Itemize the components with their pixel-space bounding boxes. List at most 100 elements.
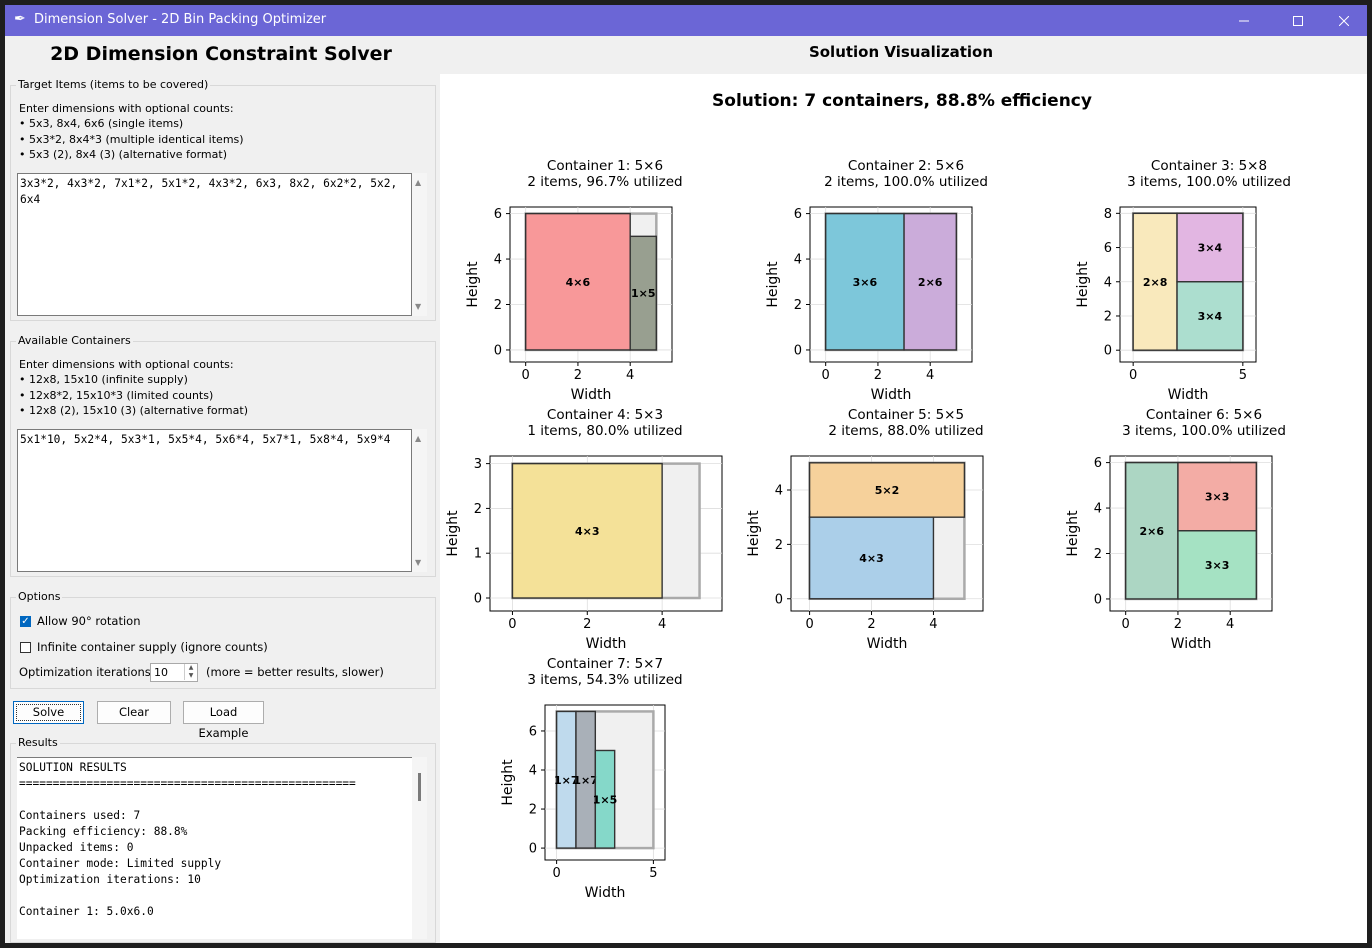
solution-figure: Solution: 7 containers, 88.8% efficiency… (445, 91, 1291, 901)
options-group (10, 597, 436, 689)
y-tick-label: 2 (1104, 309, 1112, 324)
app-heading: 2D Dimension Constraint Solver (50, 43, 392, 65)
y-tick-label: 4 (1094, 502, 1102, 517)
x-tick-label: 0 (1129, 368, 1137, 383)
iterations-spinbox[interactable]: 10 ▲ ▼ (150, 663, 198, 682)
y-axis-label: Height (746, 510, 762, 557)
visualization-canvas: Solution: 7 containers, 88.8% efficiency… (440, 74, 1367, 943)
y-tick-label: 0 (529, 842, 537, 857)
target-items-scrollbar[interactable]: ▲ ▼ (412, 173, 427, 316)
scroll-down-icon[interactable]: ▼ (415, 302, 422, 311)
y-axis-label: Height (445, 510, 461, 557)
window-title: Dimension Solver - 2D Bin Packing Optimi… (34, 12, 327, 27)
x-tick-label: 5 (649, 866, 657, 881)
container-title: Container 5: 5×5 (848, 407, 964, 423)
app-window: ✒ Dimension Solver - 2D Bin Packing Opti… (5, 5, 1367, 943)
packed-item (1177, 461, 1258, 532)
target-items-input[interactable]: 3x3*2, 4x3*2, 7x1*2, 5x1*2, 4x3*2, 6x3, … (17, 173, 412, 316)
containers-group (10, 341, 436, 577)
containers-hint: Enter dimensions with optional counts: •… (19, 358, 248, 417)
y-tick-label: 2 (474, 502, 482, 517)
item-label: 3×4 (1198, 310, 1223, 323)
minimize-button[interactable] (1221, 5, 1267, 36)
scroll-down-icon[interactable]: ▼ (415, 558, 422, 567)
y-axis-label: Height (500, 759, 516, 806)
y-tick-label: 0 (494, 343, 502, 358)
containers-input[interactable]: 5x1*10, 5x2*4, 5x3*1, 5x5*4, 5x6*4, 5x7*… (17, 429, 412, 572)
iterations-label: Optimization iterations: (19, 665, 155, 679)
rotation-label: Allow 90° rotation (37, 614, 141, 628)
y-tick-label: 2 (794, 298, 802, 313)
x-axis-label: Width (871, 387, 912, 403)
x-tick-label: 4 (658, 617, 666, 632)
y-axis-label: Height (1075, 261, 1091, 308)
y-tick-label: 3 (474, 457, 482, 472)
y-axis-label: Height (765, 261, 781, 308)
y-tick-label: 6 (794, 207, 802, 222)
spin-down-icon[interactable]: ▼ (184, 672, 197, 680)
clear-button[interactable]: Clear (97, 701, 171, 724)
containers-scrollbar[interactable]: ▲ ▼ (412, 429, 427, 572)
x-tick-label: 0 (552, 866, 560, 881)
y-tick-label: 6 (494, 207, 502, 222)
y-tick-label: 0 (1104, 344, 1112, 359)
load-example-button[interactable]: Load Example (183, 701, 264, 740)
scroll-up-icon[interactable]: ▲ (415, 178, 422, 187)
maximize-button[interactable] (1275, 5, 1321, 36)
scroll-thumb[interactable] (418, 773, 421, 801)
scroll-up-icon[interactable]: ▲ (415, 434, 422, 443)
target-items-label: Target Items (items to be covered) (16, 78, 211, 91)
item-label: 3×3 (1205, 491, 1230, 504)
rotation-checkbox[interactable]: ✓ Allow 90° rotation (20, 614, 141, 628)
y-tick-label: 4 (775, 483, 783, 498)
packed-item (524, 212, 631, 351)
y-tick-label: 0 (1094, 592, 1102, 607)
spin-up-icon[interactable]: ▲ (184, 664, 197, 672)
item-label: 3×3 (1205, 559, 1230, 572)
checkbox-checked-icon: ✓ (20, 615, 31, 627)
y-tick-label: 2 (494, 298, 502, 313)
item-label: 5×2 (875, 484, 900, 497)
item-label: 1×5 (593, 793, 618, 806)
item-label: 4×3 (859, 552, 884, 565)
solve-button[interactable]: Solve (13, 701, 84, 724)
maximize-icon (1293, 15, 1303, 26)
container-subtitle: 3 items, 54.3% utilized (527, 672, 682, 688)
title-bar: ✒ Dimension Solver - 2D Bin Packing Opti… (5, 5, 1367, 36)
y-tick-label: 8 (1104, 207, 1112, 222)
options-label: Options (16, 590, 63, 603)
close-icon (1339, 15, 1349, 26)
y-axis-label: Height (465, 261, 481, 308)
y-tick-label: 4 (494, 253, 502, 268)
x-tick-label: 4 (926, 368, 934, 383)
results-output[interactable]: SOLUTION RESULTS =======================… (17, 757, 412, 939)
x-axis-label: Width (571, 387, 612, 403)
container-title: Container 4: 5×3 (547, 407, 663, 423)
x-axis-label: Width (867, 636, 908, 652)
close-button[interactable] (1321, 5, 1367, 36)
figure-title: Solution: 7 containers, 88.8% efficiency (712, 91, 1092, 111)
y-tick-label: 2 (775, 538, 783, 553)
results-scrollbar[interactable] (412, 757, 427, 939)
packed-item (594, 749, 616, 849)
packed-item (903, 212, 958, 351)
container-subtitle: 2 items, 96.7% utilized (527, 174, 682, 190)
target-items-hint: Enter dimensions with optional counts: •… (19, 102, 244, 161)
results-label: Results (16, 736, 60, 749)
y-tick-label: 6 (1094, 456, 1102, 471)
packed-item (629, 235, 658, 351)
x-tick-label: 0 (805, 617, 813, 632)
x-tick-label: 2 (583, 617, 591, 632)
infinite-supply-label: Infinite container supply (ignore counts… (37, 640, 268, 654)
infinite-supply-checkbox[interactable]: Infinite container supply (ignore counts… (20, 640, 268, 654)
x-tick-label: 0 (522, 368, 530, 383)
y-tick-label: 0 (775, 592, 783, 607)
packed-item (1176, 281, 1244, 351)
x-tick-label: 5 (1239, 368, 1247, 383)
checkbox-unchecked-icon (20, 641, 31, 653)
feather-icon: ✒ (14, 11, 26, 27)
y-tick-label: 1 (474, 547, 482, 562)
container-title: Container 3: 5×8 (1151, 158, 1267, 174)
y-tick-label: 2 (1094, 547, 1102, 562)
x-tick-label: 2 (574, 368, 582, 383)
